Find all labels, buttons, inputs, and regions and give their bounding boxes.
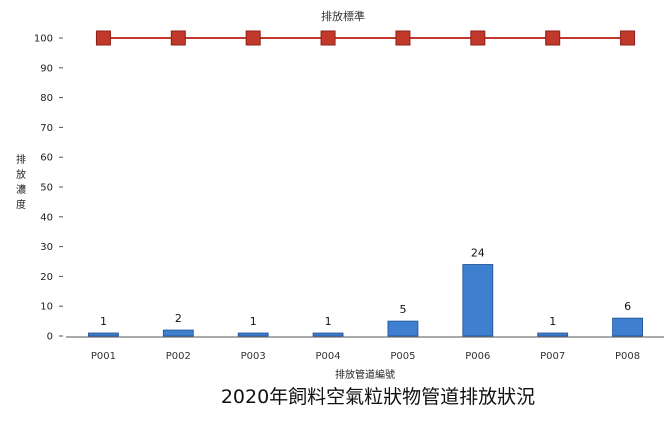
standard-line-marker [620, 30, 636, 46]
bar-data-label: 1 [325, 315, 332, 328]
standard-line-label: 排放標準 [321, 9, 365, 23]
y-tick-label: 80 [40, 93, 53, 104]
standard-line-series [95, 30, 636, 46]
bar [462, 264, 494, 337]
bar [612, 317, 643, 337]
y-tick-label: 30 [40, 242, 53, 253]
y-tick-label: 20 [40, 272, 53, 283]
standard-line-marker [470, 30, 486, 46]
x-tick-label: P006 [465, 351, 490, 362]
standard-line-marker [95, 30, 111, 46]
bar-data-label: 1 [549, 315, 556, 328]
bar-data-label: 24 [471, 246, 485, 259]
bar-data-label: 1 [250, 315, 257, 328]
bar-data-label: 1 [100, 315, 107, 328]
x-tick-label: P001 [91, 351, 116, 362]
bar [387, 320, 419, 337]
bar-data-label: 5 [399, 303, 406, 316]
y-tick-label: 100 [34, 34, 53, 45]
bar [237, 332, 269, 337]
x-tick-label: P004 [316, 351, 341, 362]
y-tick-label: 50 [40, 183, 53, 194]
x-tick-label: P003 [241, 351, 266, 362]
standard-line-marker [170, 30, 186, 46]
bar-series: 1 2 1 1 5 24 1 6 [88, 246, 643, 337]
x-tick-label: P007 [540, 351, 565, 362]
chart-title: 2020年飼料空氣粒狀物管道排放狀況 [221, 386, 535, 408]
bar-data-label: 2 [175, 312, 182, 325]
bar-data-label: 6 [624, 300, 631, 313]
y-tick-label: 70 [40, 123, 53, 134]
x-tick-label: P005 [390, 351, 415, 362]
y-tick-label: 90 [40, 63, 53, 74]
bar [537, 332, 569, 337]
x-axis-title: 排放管道編號 [335, 368, 395, 381]
y-tick-label: 40 [40, 212, 53, 223]
standard-line-marker [395, 30, 411, 46]
standard-line-marker [545, 30, 561, 46]
bar [88, 332, 119, 337]
y-axis: 0 10 20 30 40 50 60 70 80 90 100 [34, 34, 63, 343]
standard-line-marker [245, 30, 261, 46]
x-tick-label: P008 [615, 351, 640, 362]
bar [162, 329, 194, 337]
x-axis: P001 P002 P003 P004 P005 P006 P007 P008 [91, 351, 640, 362]
y-tick-label: 0 [47, 332, 53, 343]
standard-line-marker [320, 30, 336, 46]
bar [312, 332, 344, 337]
x-tick-label: P002 [166, 351, 191, 362]
y-tick-label: 60 [40, 153, 53, 164]
y-tick-label: 10 [40, 302, 53, 313]
y-axis-title: 排放濃度 [16, 153, 26, 211]
